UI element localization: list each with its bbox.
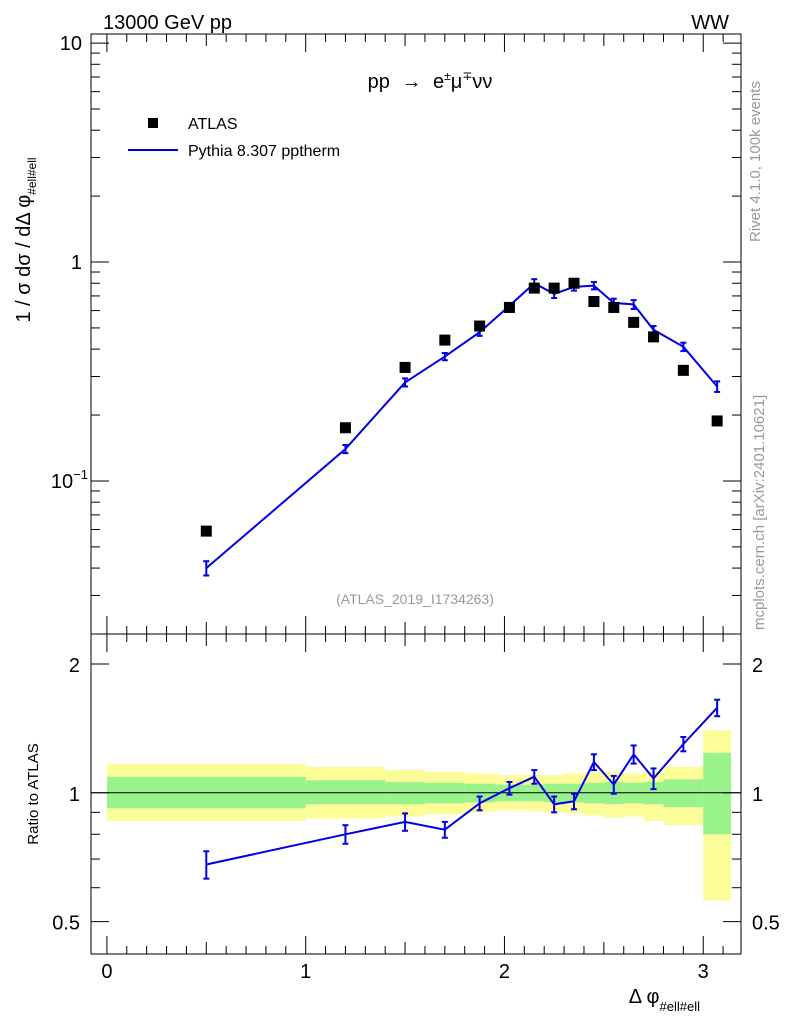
main-panel: 10−1 1 10 pp → e±μ∓νν (ATLAS_2019_I1734263… [13, 33, 742, 635]
main-ylabel: 1 / σ dσ / dΔ φ#ell#ell [13, 157, 39, 322]
inner-uncertainty-band [703, 752, 732, 835]
atlas-data-point [677, 364, 689, 376]
ratio-uncertainty-bands [106, 730, 732, 901]
inner-uncertainty-band [663, 779, 704, 808]
ratio-xtick-label: 0 [101, 961, 112, 983]
main-ytick-labels: 10−1 1 10 [51, 33, 88, 493]
main-ytick-label: 10 [60, 33, 82, 55]
atlas-data-point [339, 422, 351, 434]
ratio-ylabel: Ratio to ATLAS [25, 743, 42, 844]
energy-header: 13000 GeV pp [103, 12, 232, 34]
atlas-data-point [648, 331, 660, 343]
ratio-ytick-label-left: 2 [69, 655, 80, 677]
ratio-ytick-labels: 0.5 0.5 1 1 2 2 [52, 655, 780, 935]
ratio-xtick-label: 2 [499, 961, 510, 983]
legend-data-marker [148, 118, 158, 128]
ratio-axis-ticks [91, 634, 741, 954]
rivet-label: Rivet 4.1.0, 100k events [747, 81, 764, 242]
ratio-ytick-label-left: 0.5 [52, 913, 80, 935]
ratio-ytick-label-left: 1 [69, 784, 80, 806]
inner-uncertainty-band [305, 780, 386, 805]
ratio-frame [90, 633, 742, 955]
ratio-ytick-label-right: 1 [752, 784, 763, 806]
legend-mc-label: Pythia 8.307 pptherm [188, 143, 340, 160]
ratio-xtick-labels: 0 1 2 3 [101, 961, 708, 983]
ratio-xlabel: Δ φ#ell#ell [629, 986, 700, 1014]
atlas-data-point [503, 301, 515, 313]
atlas-data-point [608, 301, 620, 313]
main-ytick-label: 1 [71, 252, 82, 274]
ratio-ytick-label-right: 0.5 [752, 913, 780, 935]
atlas-data-point [588, 296, 600, 308]
atlas-data-point [711, 415, 723, 427]
atlas-data-point [548, 282, 560, 294]
ratio-xtick-label: 1 [300, 961, 311, 983]
mc-line [205, 281, 718, 569]
main-axis-ticks [91, 34, 741, 635]
ratio-panel: 0.5 0.5 1 1 2 2 0 1 2 3 Ratio to ATLAS Δ φ#ell#e… [25, 633, 780, 1014]
legend: ATLAS Pythia 8.307 pptherm [128, 116, 340, 160]
analysis-watermark: (ATLAS_2019_I1734263) [336, 591, 494, 607]
main-ytick-label: 10−1 [51, 467, 88, 493]
atlas-data-point [628, 316, 640, 328]
atlas-data-point [568, 277, 580, 289]
atlas-data-point [200, 525, 212, 537]
atlas-data-point [399, 361, 411, 373]
atlas-data-point [528, 282, 540, 294]
process-header: WW [691, 12, 729, 34]
atlas-data-point [439, 334, 451, 346]
main-title: pp → e±μ∓νν [368, 69, 493, 93]
mcplots-label: mcplots.cern.ch [arXiv:2401.10621] [751, 395, 768, 630]
ratio-ytick-label-right: 2 [752, 655, 763, 677]
atlas-data-point [474, 320, 486, 332]
legend-data-label: ATLAS [188, 116, 238, 133]
ratio-xtick-label: 3 [698, 961, 709, 983]
ratio-series-layer [203, 698, 721, 880]
main-series-layer [200, 277, 723, 577]
